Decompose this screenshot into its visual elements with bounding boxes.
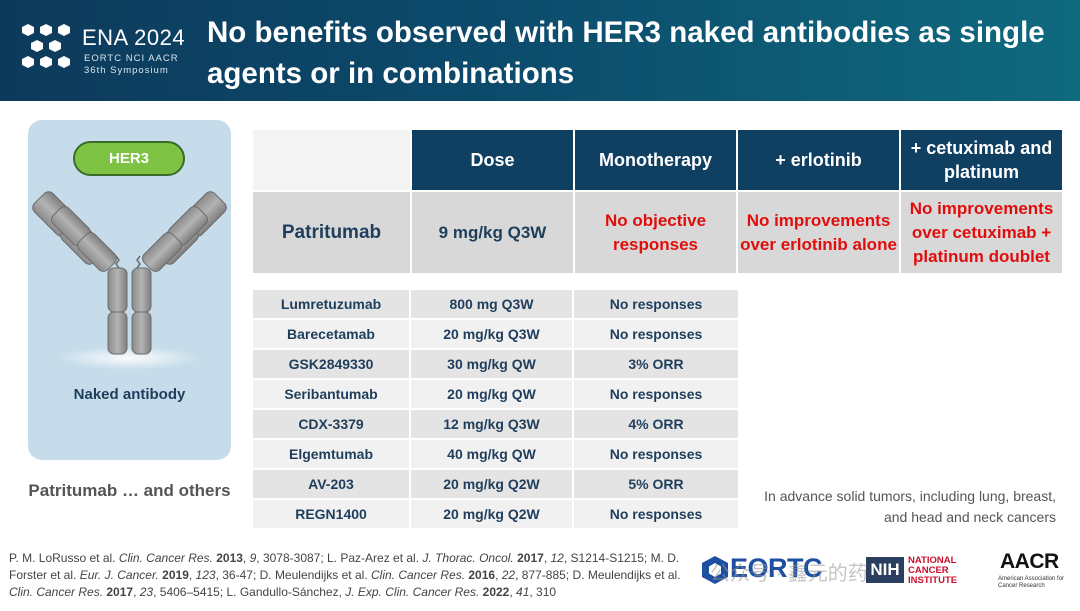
eortc-logo: EORTC bbox=[730, 553, 823, 583]
antibody-icon bbox=[32, 191, 227, 370]
drug-dose: 20 mg/kg QW bbox=[411, 380, 572, 408]
patritumab-dose: 9 mg/kg Q3W bbox=[412, 192, 573, 273]
drug-result: No responses bbox=[574, 290, 738, 318]
column-header-monotherapy: Monotherapy bbox=[575, 130, 736, 190]
drug-name: Barecetamab bbox=[253, 320, 409, 348]
antibody-caption: Naked antibody bbox=[73, 386, 186, 403]
slide-title: No benefits observed with HER3 naked ant… bbox=[207, 16, 1045, 90]
drug-dose: 30 mg/kg QW bbox=[411, 350, 572, 378]
table-row: AV-203 20 mg/kg Q2W 5% ORR bbox=[253, 470, 738, 498]
drug-dose: 40 mg/kg QW bbox=[411, 440, 572, 468]
references: P. M. LoRusso et al. Clin. Cancer Res. 2… bbox=[9, 551, 681, 599]
drug-dose: 20 mg/kg Q2W bbox=[411, 500, 572, 528]
table-row: GSK2849330 30 mg/kg QW 3% ORR bbox=[253, 350, 738, 378]
table-row: Lumretuzumab 800 mg Q3W No responses bbox=[253, 290, 738, 318]
her3-target-pill: HER3 bbox=[73, 141, 185, 176]
table-row: CDX-3379 12 mg/kg Q3W 4% ORR bbox=[253, 410, 738, 438]
conference-title: ENA 2024 bbox=[82, 25, 186, 50]
drug-name: REGN1400 bbox=[253, 500, 409, 528]
drug-dose: 20 mg/kg Q2W bbox=[411, 470, 572, 498]
patritumab-erlotinib-result: No improvements over erlotinib alone bbox=[738, 192, 899, 273]
patritumab-cetuximab-result: No improvements over cetuximab + platinu… bbox=[901, 192, 1062, 273]
antibody-panel: HER3 bbox=[28, 120, 231, 460]
drug-dose: 12 mg/kg Q3W bbox=[411, 410, 572, 438]
aacr-logo: AACR bbox=[1000, 550, 1059, 573]
tumor-types-note: In advance solid tumors, including lung,… bbox=[764, 488, 1056, 525]
drug-dose: 800 mg Q3W bbox=[411, 290, 572, 318]
drug-result: No responses bbox=[574, 500, 738, 528]
ena-hexagon-logo-icon bbox=[22, 24, 70, 68]
aacr-logo-subtitle: American Association for Cancer Research bbox=[998, 576, 1065, 589]
table-row: REGN1400 20 mg/kg Q2W No responses bbox=[253, 500, 738, 528]
drug-result: No responses bbox=[574, 320, 738, 348]
wechat-watermark: 公众号 · 鑫元的药 bbox=[710, 563, 868, 585]
drug-name: CDX-3379 bbox=[253, 410, 409, 438]
drug-name: AV-203 bbox=[253, 470, 409, 498]
table-row: Barecetamab 20 mg/kg Q3W No responses bbox=[253, 320, 738, 348]
table-row: Seribantumab 20 mg/kg QW No responses bbox=[253, 380, 738, 408]
conference-organizers: EORTC NCI AACR bbox=[84, 53, 179, 64]
nci-logo-text: NATIONAL CANCER INSTITUTE bbox=[908, 555, 958, 586]
column-header-cetuximab-platinum: + cetuximab and platinum bbox=[901, 130, 1062, 190]
drug-name: Elgemtumab bbox=[253, 440, 409, 468]
drug-result: No responses bbox=[574, 440, 738, 468]
slide-header: ENA 2024 EORTC NCI AACR 36th Symposium N… bbox=[0, 0, 1080, 101]
drug-result: 3% ORR bbox=[574, 350, 738, 378]
drug-result: 5% ORR bbox=[574, 470, 738, 498]
conference-symposium: 36th Symposium bbox=[84, 65, 169, 76]
drug-result: 4% ORR bbox=[574, 410, 738, 438]
table-row: Elgemtumab 40 mg/kg QW No responses bbox=[253, 440, 738, 468]
sponsor-logos: EORTC NIH NATIONAL CANCER INSTITUTE AACR… bbox=[700, 545, 1075, 600]
drug-name: GSK2849330 bbox=[253, 350, 409, 378]
column-header-erlotinib: + erlotinib bbox=[738, 130, 899, 190]
drug-name: Seribantumab bbox=[253, 380, 409, 408]
drug-result: No responses bbox=[574, 380, 738, 408]
patritumab-others-label: Patritumab … and others bbox=[28, 481, 231, 500]
eortc-logo-icon bbox=[702, 556, 728, 584]
column-header-dose: Dose bbox=[412, 130, 573, 190]
patritumab-name: Patritumab bbox=[253, 192, 410, 273]
top-table-corner bbox=[253, 130, 410, 190]
patritumab-monotherapy-result: No objective responses bbox=[575, 192, 736, 273]
drug-dose: 20 mg/kg Q3W bbox=[411, 320, 572, 348]
nih-logo: NIH bbox=[866, 557, 904, 583]
drug-name: Lumretuzumab bbox=[253, 290, 409, 318]
